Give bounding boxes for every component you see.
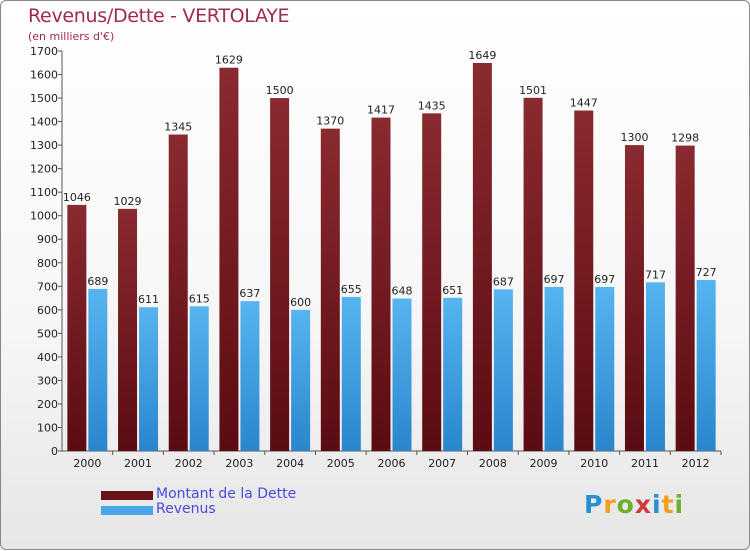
data-label-dette: 1500 — [266, 84, 294, 97]
data-label-revenus: 611 — [138, 293, 159, 306]
bar-dette — [523, 97, 543, 451]
legend-swatch-revenus — [101, 506, 153, 515]
data-label-dette: 1300 — [620, 131, 648, 144]
bar-dette — [675, 145, 695, 451]
data-label-dette: 1629 — [215, 54, 243, 67]
y-tick-label: 0 — [51, 445, 58, 458]
bar-revenus — [696, 279, 716, 451]
bar-dette — [371, 117, 391, 452]
data-label-dette: 1345 — [164, 121, 192, 134]
y-tick-label: 800 — [37, 257, 58, 270]
y-tick-label: 200 — [37, 398, 58, 411]
x-tick-label: 2000 — [73, 457, 101, 470]
data-label-revenus: 697 — [544, 273, 565, 286]
data-label-revenus: 689 — [87, 275, 108, 288]
data-label-dette: 1029 — [114, 195, 142, 208]
legend-label-dette: Montant de la Dette — [156, 486, 297, 502]
bar-dette — [472, 63, 492, 451]
y-axis: 0 100 200 300 400 500 600 700 800 900 1000 1100 1200… — [30, 45, 63, 458]
x-tick-label: 2010 — [580, 457, 608, 470]
data-label-revenus: 600 — [290, 296, 311, 309]
bar-dette — [574, 110, 594, 451]
bar-revenus — [291, 309, 311, 451]
bars — [67, 63, 716, 452]
bar-dette — [219, 67, 239, 452]
y-tick-label: 300 — [37, 374, 58, 387]
y-tick-label: 100 — [37, 421, 58, 434]
bar-dette — [168, 134, 188, 451]
bar-revenus — [544, 287, 564, 451]
y-tick-label: 1300 — [30, 139, 58, 152]
bar-dette — [320, 128, 340, 451]
bar-dette — [118, 208, 138, 451]
data-label-dette: 1447 — [570, 97, 598, 110]
proxiti-logo: Proxiti — [584, 490, 685, 519]
x-axis: 2000 2001 2002 2003 2004 2005 2006 2007 2008 2009… — [62, 450, 722, 470]
y-tick-label: 400 — [37, 351, 58, 364]
data-label-dette: 1435 — [418, 99, 446, 112]
data-label-revenus: 697 — [594, 273, 615, 286]
bar-revenus — [341, 296, 361, 451]
data-label-revenus: 687 — [493, 275, 514, 288]
bar-revenus — [240, 301, 260, 451]
data-label-revenus: 727 — [696, 266, 717, 279]
x-tick-label: 2009 — [530, 457, 558, 470]
x-tick-label: 2002 — [175, 457, 203, 470]
y-tick-label: 1400 — [30, 116, 58, 129]
x-tick-label: 2001 — [124, 457, 152, 470]
data-label-revenus: 655 — [341, 283, 362, 296]
data-label-revenus: 651 — [442, 284, 463, 297]
x-tick-label: 2012 — [682, 457, 710, 470]
y-tick-label: 1100 — [30, 186, 58, 199]
y-tick-label: 1600 — [30, 69, 58, 82]
x-tick-label: 2011 — [631, 457, 659, 470]
bar-revenus — [443, 297, 463, 451]
data-label-revenus: 637 — [239, 287, 260, 300]
data-label-dette: 1370 — [316, 115, 344, 128]
data-labels: 1046 689 1029 611 1345 615 1629 637 1500 600 1370 6… — [63, 49, 717, 309]
y-tick-label: 1700 — [30, 45, 58, 58]
bar-revenus — [88, 288, 108, 451]
data-label-revenus: 648 — [392, 285, 413, 298]
y-tick-label: 900 — [37, 233, 58, 246]
chart-title: Revenus/Dette - VERTOLAYE — [28, 5, 290, 27]
x-tick-label: 2006 — [378, 457, 406, 470]
data-label-dette: 1501 — [519, 84, 547, 97]
bar-revenus — [645, 282, 665, 451]
bar-revenus — [493, 289, 513, 451]
data-label-dette: 1417 — [367, 104, 395, 117]
bar-dette — [422, 113, 442, 452]
y-tick-label: 700 — [37, 280, 58, 293]
data-label-dette: 1298 — [671, 132, 699, 145]
bar-dette — [270, 98, 290, 451]
data-label-dette: 1046 — [63, 191, 91, 204]
y-tick-label: 600 — [37, 304, 58, 317]
y-tick-label: 1500 — [30, 92, 58, 105]
y-tick-label: 500 — [37, 327, 58, 340]
data-label-revenus: 615 — [189, 292, 210, 305]
y-tick-label: 1000 — [30, 210, 58, 223]
bar-revenus — [392, 298, 412, 451]
y-tick-label: 1200 — [30, 163, 58, 176]
bar-revenus — [139, 307, 159, 451]
bar-revenus — [595, 287, 615, 451]
x-tick-label: 2005 — [327, 457, 355, 470]
bar-dette — [624, 145, 644, 451]
x-tick-label: 2004 — [276, 457, 304, 470]
bar-dette — [67, 204, 87, 451]
bar-revenus — [189, 306, 209, 451]
x-tick-label: 2007 — [428, 457, 456, 470]
legend-swatch-dette — [101, 491, 153, 500]
legend-label-revenus: Revenus — [156, 501, 216, 517]
x-tick-label: 2008 — [479, 457, 507, 470]
chart-subtitle: (en milliers d'€) — [28, 30, 115, 43]
x-tick-label: 2003 — [225, 457, 253, 470]
data-label-dette: 1649 — [468, 49, 496, 62]
data-label-revenus: 717 — [645, 268, 666, 281]
